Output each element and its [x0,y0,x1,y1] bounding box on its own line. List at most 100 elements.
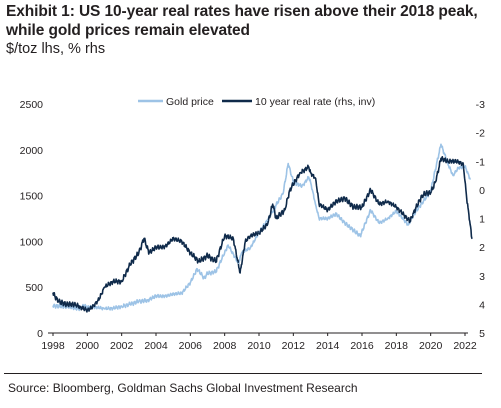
y-right-tick-label: 3 [479,271,485,283]
x-tick-label: 2010 [247,340,271,352]
gold-price-point [52,305,54,307]
y-right-tick-label: 0 [479,185,485,197]
x-tick-label: 2002 [110,340,134,352]
real-rate-point [412,212,415,214]
line-chart: Gold price 10 year real rate (rhs, inv) … [20,96,486,352]
real-rate-point [163,246,166,248]
real-rate-point [121,280,123,283]
gold-price-point [369,209,372,211]
x-tick-label: 2016 [350,340,374,352]
gold-price-point [86,306,88,308]
real-rate-point [266,223,269,225]
gold-price-point [95,306,97,308]
real-rate-point [466,197,468,200]
gold-price-point [308,176,310,178]
series-layer [52,143,473,313]
gold-price-point [237,262,239,264]
source-note: Source: Bloomberg, Goldman Sachs Global … [8,381,358,395]
y-right-tick-label: -2 [476,128,485,140]
gold-price-point [292,181,294,183]
gold-price-point [407,224,409,226]
gold-price-point [206,272,209,275]
gold-price-point [155,295,157,297]
real-rate-point [447,160,449,162]
gold-price-point [241,251,243,253]
legend-label-real-rate: 10 year real rate (rhs, inv) [255,96,375,108]
real-rate-point [52,292,54,294]
real-rate-point [103,286,106,288]
real-rate-point [57,300,59,303]
real-rate-point [352,206,355,208]
real-rate-point [284,209,286,211]
gold-price-point [172,293,174,295]
real-rate-point [289,189,291,191]
real-rate-point [344,197,346,200]
real-rate-point [258,232,260,234]
real-rate-point [308,166,310,168]
gold-price-point [203,277,205,279]
gold-price-point [103,308,106,310]
gold-price-point [196,268,198,270]
chart-title: Exhibit 1: US 10-year real rates have ri… [6,3,478,39]
y-right-tick-label: 5 [479,328,485,340]
real-rate-point [148,252,150,254]
real-rate-point [129,263,131,265]
real-rate-point [421,195,423,197]
real-rate-point [318,203,320,205]
real-rate-point [232,237,234,240]
gold-price-point [412,214,415,216]
x-tick-label: 2000 [76,340,100,352]
real-rate-point [455,160,458,162]
x-tick-label: 2006 [179,340,203,352]
y-axis-left: 0 500 1000 1500 2000 2500 [20,99,44,340]
real-rate-point [409,220,411,222]
y-left-tick-label: 1000 [20,236,44,248]
gold-price-point [146,299,149,302]
gold-price-point [440,143,442,145]
y-left-tick-label: 500 [25,282,43,294]
gold-price-point [452,174,454,177]
gold-price-point [469,178,471,180]
gold-price-point [421,202,423,204]
gold-price-point [395,210,397,212]
y-right-tick-label: 2 [479,242,485,254]
gold-price-point [387,217,389,220]
real-rate-point [469,223,471,225]
gold-price-point [378,222,380,224]
gold-price-point [301,185,303,188]
real-rate-point [335,200,337,202]
gold-price-point [318,217,320,220]
real-rate-point [361,206,363,208]
real-rate-point [198,260,200,263]
real-rate-point [224,235,226,237]
gold-price-point [287,162,289,165]
gold-price-point [327,217,329,220]
real-rate-point [91,306,94,308]
y-left-tick-label: 2500 [20,99,44,111]
gold-price-point [249,247,252,249]
real-rate-point [426,192,428,194]
real-rate-point [239,272,241,274]
series-line-gold-price [52,143,471,312]
y-right-tick-label: 4 [479,299,485,311]
real-rate-point [143,237,145,240]
y-right-tick-label: -1 [476,156,485,168]
real-rate-point [66,303,68,305]
gold-price-point [138,300,140,302]
gold-price-point [78,308,80,310]
gold-price-point [275,204,277,206]
gold-price-point [69,306,71,308]
real-rate-point [430,192,432,194]
y-left-tick-label: 1500 [20,191,44,203]
gold-price-point [309,181,312,183]
chart-subtitle: $/toz lhs, % rhs [6,41,106,57]
real-rate-point [299,172,301,174]
y-left-tick-label: 2000 [20,145,44,157]
x-axis: 1998 2000 2002 2004 2006 2008 2010 2012 2014 2016… [41,332,477,352]
gold-price-point [282,193,284,195]
gold-price-point [335,213,337,215]
gold-price-point [224,251,226,253]
x-tick-label: 2008 [213,340,237,352]
real-rate-point [112,280,114,283]
gold-price-point [83,304,85,307]
